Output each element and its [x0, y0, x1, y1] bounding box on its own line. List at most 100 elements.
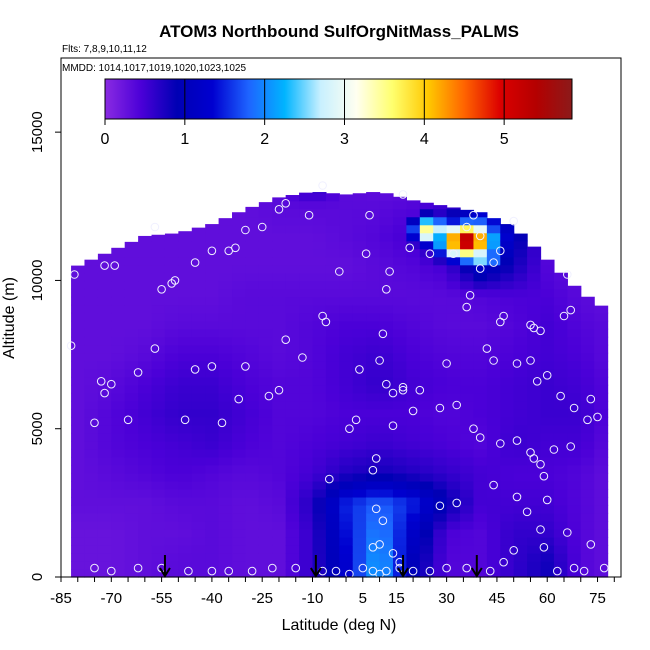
heatmap-cell: [299, 424, 314, 434]
heatmap-cell: [272, 416, 287, 426]
heatmap-cell: [191, 376, 206, 386]
heatmap-cell: [553, 496, 568, 506]
heatmap-cell: [84, 384, 99, 394]
heatmap-cell: [433, 496, 448, 506]
heatmap-cell: [164, 400, 179, 410]
heatmap-cell: [138, 368, 153, 378]
heatmap-cell: [446, 207, 461, 210]
heatmap-cell: [71, 320, 86, 330]
heatmap-cell: [392, 440, 407, 450]
heatmap-cell: [124, 288, 139, 298]
heatmap-cell: [272, 256, 287, 266]
heatmap-cell: [527, 288, 542, 298]
heatmap-cell: [312, 528, 327, 538]
heatmap-cell: [594, 408, 609, 418]
colorbar-tick-label: 5: [500, 131, 509, 148]
heatmap-cell: [473, 224, 488, 234]
heatmap-cell: [460, 256, 475, 266]
heatmap-cell: [272, 368, 287, 378]
heatmap-cell: [513, 376, 528, 386]
heatmap-cell: [245, 272, 260, 282]
heatmap-cell: [392, 368, 407, 378]
heatmap-cell: [312, 320, 327, 330]
heatmap-cell: [299, 216, 314, 226]
heatmap-cell: [138, 392, 153, 402]
heatmap-cell: [527, 544, 542, 554]
heatmap-cell: [84, 552, 99, 562]
heatmap-cell: [205, 552, 220, 562]
heatmap-cell: [124, 560, 139, 570]
heatmap-cell: [138, 448, 153, 458]
heatmap-cell: [379, 528, 394, 538]
heatmap-cell: [500, 456, 515, 466]
heatmap-cell: [540, 504, 555, 514]
heatmap-cell: [527, 480, 542, 490]
heatmap-cell: [513, 264, 528, 274]
heatmap-cell: [272, 224, 287, 234]
heatmap-cell: [151, 472, 166, 482]
heatmap-cell: [446, 320, 461, 330]
heatmap-cell: [138, 288, 153, 298]
heatmap-cell: [111, 464, 126, 474]
sample-point: [398, 385, 408, 395]
heatmap-cell: [594, 344, 609, 354]
heatmap-cell: [232, 360, 247, 370]
heatmap-cell: [164, 448, 179, 458]
heatmap-cell: [339, 488, 354, 498]
flight-arrow: [310, 555, 322, 578]
heatmap-cell: [299, 240, 314, 250]
sample-point: [90, 563, 99, 573]
sample-point: [331, 566, 341, 576]
heatmap-cell: [325, 360, 340, 370]
heatmap-cell: [245, 360, 260, 370]
heatmap-cell: [446, 360, 461, 370]
heatmap-cell: [232, 352, 247, 362]
heatmap-cell: [124, 480, 139, 490]
heatmap-cell: [366, 464, 381, 474]
heatmap-cell: [567, 552, 582, 562]
heatmap-cell: [473, 512, 488, 522]
heatmap-cell: [339, 272, 354, 282]
heatmap-cell: [540, 320, 555, 330]
heatmap-cell: [218, 456, 233, 466]
sample-point: [532, 377, 542, 386]
heatmap-cell: [312, 480, 327, 490]
heatmap-cell: [473, 368, 488, 378]
heatmap-cell: [339, 336, 354, 346]
sample-point: [542, 495, 552, 505]
colorbar-tick-label: 0: [101, 131, 110, 148]
heatmap-cell: [527, 456, 542, 466]
heatmap-cell: [406, 328, 421, 338]
heatmap-cell: [567, 336, 582, 346]
heatmap-cell: [339, 280, 354, 290]
x-tick-label: -25: [251, 590, 273, 607]
heatmap-cell: [178, 232, 193, 242]
heatmap-cell: [164, 504, 179, 514]
heatmap-cell: [138, 400, 153, 410]
heatmap-cell: [352, 216, 367, 226]
heatmap-cell: [138, 536, 153, 546]
heatmap-cell: [419, 480, 434, 490]
heatmap-cell: [392, 256, 407, 266]
heatmap-cell: [138, 280, 153, 290]
heatmap-cell: [513, 480, 528, 490]
heatmap-cell: [164, 288, 179, 298]
heatmap-cell: [339, 352, 354, 362]
heatmap-cell: [339, 200, 354, 210]
x-tick-label: 60: [539, 590, 556, 607]
heatmap-cell: [527, 536, 542, 546]
heatmap-cell: [285, 536, 300, 546]
heatmap-cell: [164, 304, 179, 314]
heatmap-cell: [84, 432, 99, 442]
heatmap-cell: [594, 305, 609, 314]
heatmap-cell: [111, 247, 126, 250]
heatmap-cell: [339, 320, 354, 330]
heatmap-cell: [325, 392, 340, 402]
heatmap-cell: [460, 456, 475, 466]
heatmap-cell: [419, 544, 434, 554]
heatmap-cell: [178, 264, 193, 274]
heatmap-cell: [513, 296, 528, 306]
heatmap-cell: [460, 392, 475, 402]
sample-point: [358, 563, 368, 573]
heatmap-cell: [138, 512, 153, 522]
